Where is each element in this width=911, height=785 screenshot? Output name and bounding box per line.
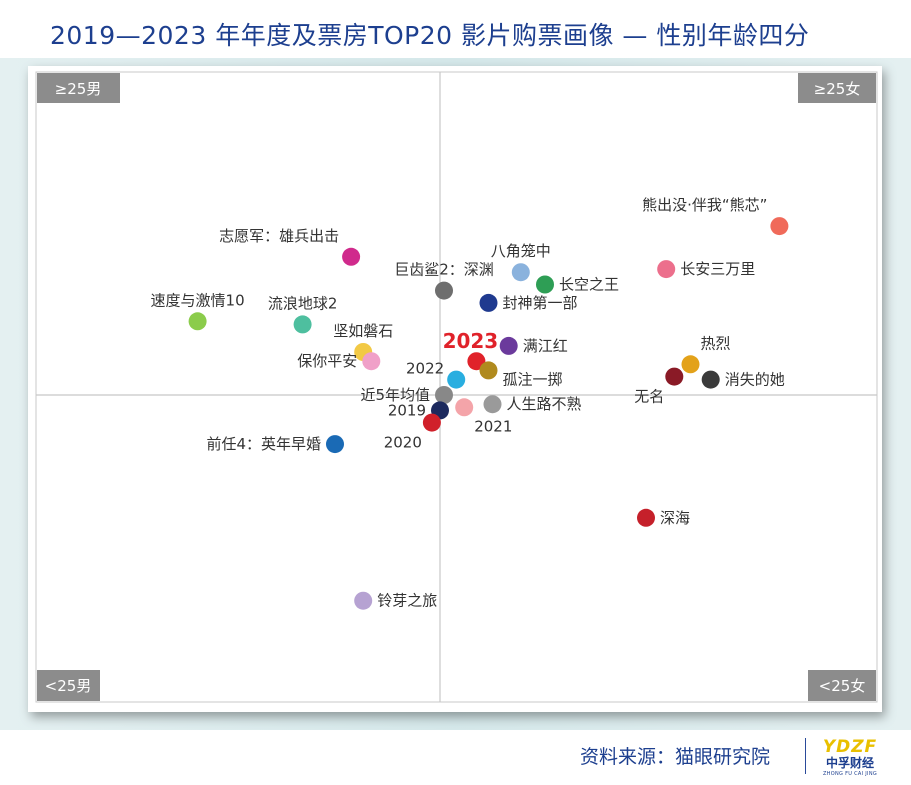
brand-logo-mark: YDZF (822, 737, 878, 757)
data-label-15: 近5年均值 (360, 386, 430, 404)
quadrant-label-top-left: ≥25男 (55, 80, 102, 98)
data-label-18: 人生路不熟 (507, 395, 582, 413)
quadrant-label-bottom-right: <25女 (819, 677, 866, 695)
data-point-6 (188, 312, 207, 331)
source-note: 资料来源：猫眼研究院 (580, 746, 771, 768)
data-label-1: 志愿军：雄兵出击 (219, 227, 339, 245)
data-label-7: 流浪地球2 (268, 294, 338, 312)
page-title: 2019—2023 年年度及票房TOP20 影片购票画像 — 性别年龄四分 (50, 21, 810, 50)
quadrant-label-top-right: ≥25女 (814, 80, 861, 98)
brand-logo-name: 中孚财经 (825, 756, 874, 770)
data-label-17: 2021 (474, 417, 512, 435)
quadrant-label-bg-top-left (37, 73, 120, 103)
data-point-23 (701, 370, 720, 389)
data-point-17 (455, 398, 474, 417)
data-point-3 (511, 263, 530, 282)
quadrant-label-bg-top-right (798, 73, 876, 103)
data-point-21 (681, 355, 700, 374)
data-label-3: 八角笼中 (491, 242, 551, 260)
data-label-2: 巨齿鲨2：深渊 (394, 261, 494, 279)
data-point-15 (435, 386, 453, 404)
data-label-25: 铃芽之旅 (377, 592, 437, 610)
data-label-14: 2022 (406, 360, 444, 378)
brand-logo-pinyin: ZHONG FU CAI JING (822, 771, 878, 777)
data-point-18 (483, 395, 502, 414)
data-label-0: 熊出没·伴我“熊芯” (642, 196, 767, 214)
data-point-24 (637, 508, 655, 527)
data-point-4 (536, 275, 554, 294)
data-point-0 (770, 217, 789, 236)
data-point-25 (354, 591, 373, 610)
data-label-6: 速度与激情10 (151, 291, 245, 309)
plot-border (35, 71, 878, 703)
data-label-24: 深海 (660, 509, 690, 527)
scatter-chart: ≥25男 ≥25女 <25男 <25女 熊出没·伴我“熊芯” 志愿军：雄兵出击巨齿… (35, 71, 878, 703)
data-point-10 (362, 352, 381, 371)
data-label-21: 热烈 (701, 334, 731, 352)
data-label-20: 前任4：英年早婚 (206, 435, 321, 453)
data-point-13 (479, 361, 498, 380)
data-label-4: 长空之王 (559, 276, 619, 294)
data-label-9: 坚如磐石 (333, 322, 393, 340)
data-label-12: 2023 (443, 329, 499, 353)
data-point-5 (657, 260, 676, 279)
data-label-8: 封神第一部 (503, 294, 578, 312)
data-point-14 (447, 370, 466, 389)
data-label-11: 满江红 (523, 337, 568, 355)
quadrant-label-bg-bottom-right (808, 670, 876, 701)
logo-divider (805, 738, 806, 774)
data-point-1 (342, 247, 361, 266)
data-label-5: 长安三万里 (680, 260, 755, 278)
data-label-23: 消失的她 (725, 371, 785, 389)
data-point-22 (665, 367, 684, 386)
data-point-19 (422, 413, 441, 432)
data-point-2 (435, 281, 453, 300)
data-point-8 (479, 293, 498, 312)
data-label-13: 孤注一掷 (503, 370, 563, 388)
data-label-19: 2020 (384, 434, 422, 452)
data-point-20 (326, 435, 344, 454)
data-label-22: 无名 (634, 388, 664, 406)
quadrant-label-bg-bottom-left (37, 670, 100, 701)
data-label-16: 2019 (388, 401, 426, 419)
quadrant-label-bottom-left: <25男 (45, 677, 92, 695)
chart-frame: ≥25男 ≥25女 <25男 <25女 熊出没·伴我“熊芯” 志愿军：雄兵出击巨齿… (28, 66, 882, 712)
data-point-11 (499, 336, 518, 355)
data-label-10: 保你平安 (297, 352, 357, 370)
data-point-7 (293, 315, 312, 334)
